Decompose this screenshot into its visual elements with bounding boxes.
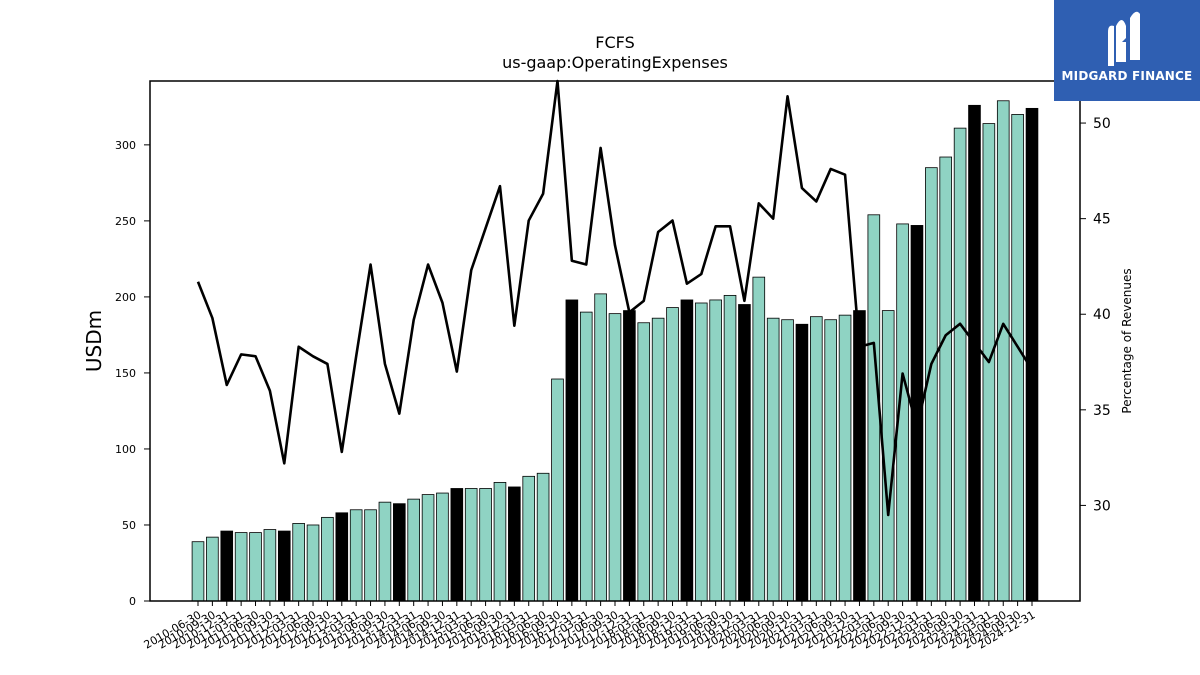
bar-2015-09-30 bbox=[493, 481, 507, 602]
y-tick-label-250: 250 bbox=[115, 215, 136, 228]
bar-2017-03-31 bbox=[579, 311, 593, 602]
brand-logo: MIDGARD FINANCE bbox=[1054, 0, 1200, 101]
bar-2020-03-31 bbox=[752, 276, 766, 602]
bar-2015-12-31 bbox=[508, 486, 521, 602]
bar-2015-03-31 bbox=[464, 488, 478, 602]
bar-2021-12-31 bbox=[853, 310, 866, 602]
bar-2018-12-31 bbox=[680, 299, 694, 602]
bar-2021-09-30 bbox=[838, 314, 852, 602]
y-axis-right: 30 35 40 45 50 bbox=[1080, 116, 1111, 514]
chart-title: FCFS bbox=[595, 33, 634, 52]
percentage-of-revenues-line bbox=[196, 79, 1034, 517]
y-axis-label-left: USDm bbox=[82, 310, 106, 372]
bar-2013-03-31 bbox=[349, 509, 363, 602]
bar-2014-06-30 bbox=[421, 494, 435, 602]
bar-2014-12-31 bbox=[450, 488, 464, 602]
bar-2023-06-30 bbox=[939, 156, 953, 602]
bar-2024-12-31 bbox=[1025, 107, 1039, 602]
bar-2016-06-30 bbox=[536, 472, 550, 602]
bar-2011-12-31 bbox=[277, 530, 291, 602]
y2-tick-label-30: 30 bbox=[1093, 498, 1111, 514]
bar-2022-03-31 bbox=[867, 214, 881, 602]
bar-2023-09-30 bbox=[953, 127, 967, 602]
y2-tick-label-35: 35 bbox=[1093, 403, 1111, 419]
bar-2017-12-31 bbox=[623, 310, 636, 602]
bar-2018-06-30 bbox=[651, 317, 665, 602]
y-axis-left: 0 50 100 150 200 250 300 bbox=[115, 139, 150, 608]
bar-2019-03-31 bbox=[694, 302, 708, 602]
logo-text: MIDGARD FINANCE bbox=[1061, 69, 1193, 83]
y-tick-label-200: 200 bbox=[115, 291, 136, 304]
y-tick-label-0: 0 bbox=[129, 595, 136, 608]
bar-2023-12-31 bbox=[968, 104, 981, 602]
bar-2010-06-30 bbox=[191, 541, 205, 602]
bar-2017-09-30 bbox=[608, 313, 622, 602]
bar-2012-09-30 bbox=[321, 516, 334, 602]
bar-2013-06-30 bbox=[364, 509, 377, 602]
bar-2013-09-30 bbox=[378, 501, 392, 602]
bar-2019-12-31 bbox=[738, 304, 751, 602]
bar-2018-09-30 bbox=[666, 307, 679, 602]
bar-2011-03-31 bbox=[234, 532, 248, 602]
x-axis: 2010-06-302010-09-302010-12-312011-03-31… bbox=[142, 601, 1038, 652]
midgard-logo-icon bbox=[1108, 11, 1140, 66]
bar-2020-09-30 bbox=[781, 319, 794, 602]
bar-2020-06-30 bbox=[766, 317, 780, 602]
bar-2019-06-30 bbox=[709, 299, 722, 602]
bar-2024-09-30 bbox=[1011, 114, 1024, 602]
bar-2014-09-30 bbox=[436, 492, 449, 602]
y2-tick-label-50: 50 bbox=[1093, 116, 1111, 132]
bar-2015-06-30 bbox=[479, 488, 492, 602]
bar-2016-09-30 bbox=[551, 378, 564, 602]
bar-2021-03-31 bbox=[810, 316, 823, 602]
bar-2019-09-30 bbox=[723, 294, 737, 602]
bar-2012-03-31 bbox=[292, 523, 305, 602]
y-tick-label-100: 100 bbox=[115, 443, 136, 456]
bar-2018-03-31 bbox=[637, 322, 651, 602]
bar-2012-06-30 bbox=[306, 524, 320, 602]
y-tick-label-300: 300 bbox=[115, 139, 136, 152]
bar-2016-03-31 bbox=[522, 475, 536, 602]
y2-tick-label-40: 40 bbox=[1093, 307, 1111, 323]
bar-2013-12-31 bbox=[393, 503, 406, 602]
line-series bbox=[196, 79, 1034, 517]
bar-2011-06-30 bbox=[249, 532, 262, 602]
bar-2020-12-31 bbox=[795, 323, 809, 602]
chart-subtitle: us-gaap:OperatingExpenses bbox=[502, 53, 728, 72]
bar-2010-09-30 bbox=[206, 536, 219, 602]
bar-2017-06-30 bbox=[594, 293, 607, 602]
bar-2024-06-30 bbox=[996, 100, 1010, 602]
bar-2010-12-31 bbox=[220, 530, 234, 602]
bar-2011-09-30 bbox=[263, 529, 277, 602]
y-axis-label-right: Percentage of Revenues bbox=[1120, 268, 1134, 413]
y-tick-label-50: 50 bbox=[122, 519, 136, 532]
bar-series bbox=[191, 100, 1039, 602]
bar-2021-06-30 bbox=[824, 319, 837, 602]
y-tick-label-150: 150 bbox=[115, 367, 136, 380]
y2-tick-label-45: 45 bbox=[1093, 212, 1111, 228]
bar-2016-12-31 bbox=[565, 299, 579, 602]
bar-2012-12-31 bbox=[335, 512, 349, 602]
bar-2014-03-31 bbox=[407, 498, 420, 602]
